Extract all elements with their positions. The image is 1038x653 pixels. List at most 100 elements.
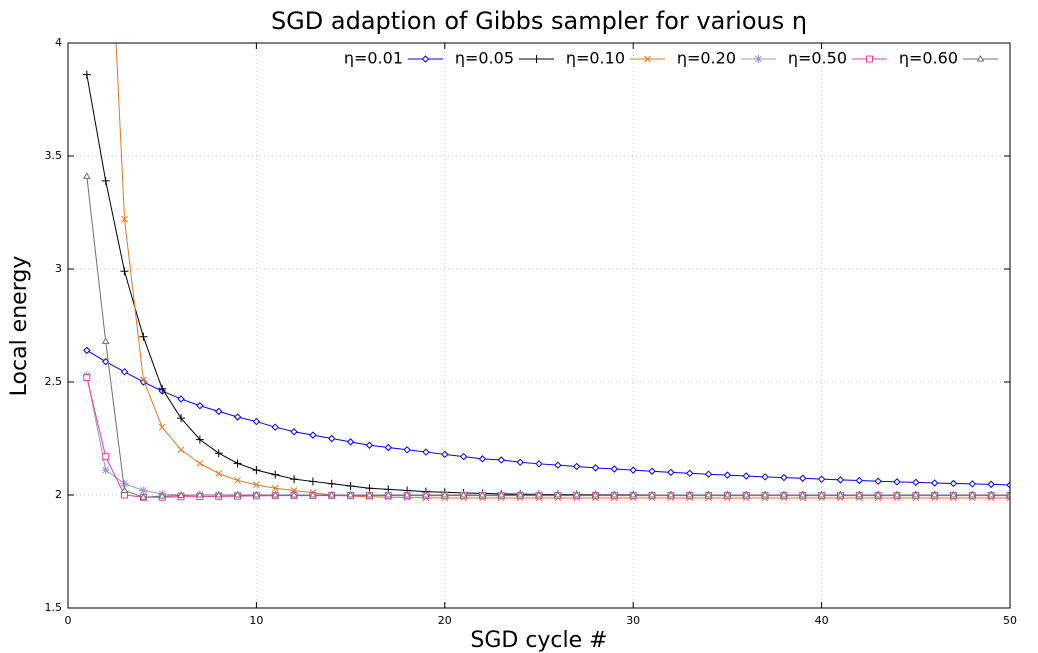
data-point — [139, 332, 148, 341]
y-tick-label: 3.5 — [45, 149, 63, 162]
data-point — [591, 491, 600, 498]
data-point — [328, 434, 336, 443]
data-point — [234, 476, 241, 484]
data-point — [346, 481, 355, 490]
data-point — [195, 435, 204, 444]
legend-label: η=0.10 — [566, 49, 625, 68]
data-point — [648, 467, 656, 475]
data-point — [912, 478, 920, 487]
data-point — [704, 470, 713, 478]
data-point — [252, 466, 261, 475]
data-point — [497, 491, 506, 498]
data-point — [572, 491, 581, 498]
data-point — [365, 491, 374, 498]
data-point — [422, 448, 430, 456]
data-point — [685, 491, 694, 498]
data-point — [610, 491, 619, 498]
data-point — [403, 446, 411, 454]
data-point — [158, 492, 167, 499]
x-axis-label: SGD cycle # — [470, 628, 607, 653]
data-point — [139, 486, 148, 495]
data-point — [516, 458, 524, 466]
data-point — [893, 491, 901, 498]
data-point — [271, 484, 279, 492]
data-point — [101, 176, 110, 185]
data-point — [177, 395, 185, 403]
legend-marker — [644, 55, 651, 63]
data-point — [911, 491, 920, 498]
grid — [67, 42, 1011, 609]
data-point — [893, 478, 901, 486]
data-point — [761, 473, 769, 481]
data-point — [968, 491, 977, 498]
data-point — [290, 428, 298, 436]
data-point — [233, 491, 242, 498]
data-point — [742, 491, 751, 498]
data-point — [214, 449, 223, 458]
data-point — [780, 491, 788, 498]
data-point — [930, 479, 939, 487]
data-point — [836, 476, 845, 484]
x-tick-label: 20 — [438, 614, 452, 627]
data-point — [554, 461, 562, 469]
data-point — [177, 414, 186, 423]
data-point — [817, 491, 826, 498]
data-point — [817, 475, 826, 483]
y-axis-label: Local energy — [7, 256, 32, 397]
data-point — [158, 384, 167, 393]
data-point — [799, 474, 807, 482]
data-point — [308, 477, 317, 486]
data-point — [384, 443, 392, 452]
data-point — [780, 473, 788, 482]
series-line — [115, 43, 1010, 499]
x-tick-label: 0 — [65, 614, 72, 627]
data-point — [704, 491, 713, 498]
data-point — [535, 460, 543, 468]
legend-marker — [866, 55, 873, 63]
y-tick-label: 1.5 — [45, 601, 63, 614]
data-point — [120, 479, 129, 488]
series-line — [86, 74, 1010, 496]
data-point — [949, 491, 958, 498]
data-point — [139, 493, 148, 500]
data-point — [233, 413, 242, 421]
series-line — [86, 377, 1010, 498]
x-tick-label: 30 — [626, 614, 640, 627]
data-point — [215, 470, 223, 477]
legend: η=0.01 η=0.05 η=0.10 η=0.20 η=0.50 η=0.60 — [344, 49, 998, 68]
series-line — [86, 349, 1010, 486]
data-point — [610, 465, 619, 473]
data-point — [478, 455, 487, 463]
data-point — [930, 491, 939, 498]
data-point — [252, 491, 261, 498]
data-point — [346, 491, 355, 498]
data-point — [83, 373, 91, 381]
data-point — [968, 480, 977, 488]
data-point — [158, 423, 166, 431]
plot-area — [82, 43, 1010, 502]
legend-label: η=0.05 — [455, 49, 514, 68]
data-point — [83, 346, 91, 355]
data-point — [290, 475, 299, 484]
y-tick-label: 2 — [55, 488, 62, 501]
x-tick-label: 50 — [1003, 614, 1017, 627]
data-point — [836, 491, 845, 498]
data-point — [120, 486, 129, 493]
data-point — [215, 407, 223, 416]
data-point — [1006, 491, 1010, 498]
legend-label: η=0.60 — [899, 49, 958, 68]
data-point — [629, 466, 637, 474]
data-point — [874, 477, 882, 485]
data-point — [516, 491, 525, 498]
x-tick-label: 10 — [249, 614, 263, 627]
legend-marker — [421, 55, 430, 63]
legend-label: η=0.20 — [677, 49, 736, 68]
data-point — [591, 464, 600, 472]
data-point — [309, 431, 317, 439]
data-point — [195, 491, 204, 498]
data-point — [686, 469, 694, 478]
plot-border — [67, 42, 1011, 609]
data-point — [121, 215, 128, 223]
data-point — [553, 491, 562, 498]
